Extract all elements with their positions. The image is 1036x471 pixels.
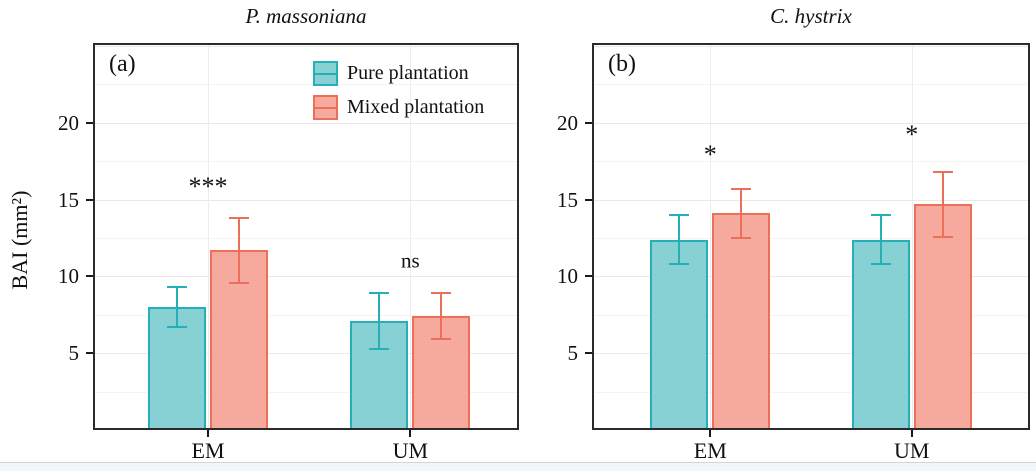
y-tick-label: 5 <box>68 341 80 366</box>
gridline-minor <box>93 391 519 393</box>
bar-mixed-EM <box>712 213 771 430</box>
error-bar-cap-top <box>229 217 250 220</box>
error-bar-line-pure-UM <box>378 293 381 349</box>
significance-label-EM: * <box>703 140 717 170</box>
y-tick-label: 20 <box>557 110 578 135</box>
gridline-major <box>592 46 1030 48</box>
error-bar-line-pure-EM <box>678 215 681 265</box>
error-bar-line-mixed-EM <box>740 188 743 239</box>
x-axis-tick <box>910 430 913 437</box>
gridline-minor <box>93 84 519 86</box>
error-bar-line-pure-UM <box>879 215 882 265</box>
significance-label-UM: * <box>905 120 919 150</box>
y-axis-tick <box>86 352 93 355</box>
y-axis-tick <box>585 275 592 278</box>
gridline-minor <box>93 314 519 316</box>
gridline-vertical-EM <box>710 43 712 430</box>
gridline-minor <box>93 238 519 240</box>
gridline-major <box>93 353 519 355</box>
error-bar-cap-top <box>167 286 188 289</box>
gridline-minor <box>592 314 1030 316</box>
panel-a-plot-area: (a) *** ns <box>93 43 519 430</box>
pure-plantation-swatch-icon <box>313 61 338 86</box>
gridline-major <box>93 46 519 48</box>
error-bar-cap-top <box>369 292 390 295</box>
error-bar-cap-bottom <box>870 263 891 266</box>
error-bar-cap-bottom <box>669 263 690 266</box>
legend-label-mixed: Mixed plantation <box>347 96 485 118</box>
mixed-plantation-swatch-icon <box>313 95 338 120</box>
y-axis-tick <box>585 121 592 124</box>
panel-a-letter: (a) <box>109 51 136 77</box>
gridline-minor <box>592 161 1030 163</box>
error-bar-cap-bottom <box>431 338 452 341</box>
error-bar-line-mixed-UM <box>440 293 443 340</box>
panel-b-title: C. hystrix <box>770 4 852 28</box>
error-bar-cap-bottom <box>229 281 250 284</box>
legend-item-pure-plantation: Pure plantation <box>313 61 484 86</box>
gridline-major <box>592 199 1030 201</box>
gridline-major <box>592 353 1030 355</box>
bar-pure-EM <box>650 239 709 430</box>
y-tick-label: 20 <box>58 110 79 135</box>
legend: Pure plantation Mixed plantation <box>313 61 484 129</box>
x-tick-label-UM: UM <box>392 438 429 463</box>
gridline-minor <box>93 161 519 163</box>
y-tick-label: 5 <box>567 341 579 366</box>
gridline-vertical-UM <box>911 43 913 430</box>
x-axis-tick <box>409 430 412 437</box>
y-axis-tick <box>585 352 592 355</box>
gridline-major <box>592 276 1030 278</box>
error-bar-cap-bottom <box>731 237 752 240</box>
gridline-major <box>93 199 519 201</box>
significance-label-EM: *** <box>188 172 228 202</box>
error-bar-cap-bottom <box>167 326 188 329</box>
error-bar-line-mixed-EM <box>238 218 241 283</box>
x-axis-tick <box>207 430 210 437</box>
y-axis-tick <box>86 198 93 201</box>
error-bar-cap-bottom <box>932 235 953 238</box>
error-bar-cap-top <box>431 292 452 295</box>
panel-b-plot-area: (b) * * <box>592 43 1030 430</box>
bar-mixed-UM <box>913 204 972 430</box>
error-bar-line-pure-EM <box>176 287 179 328</box>
y-axis-tick <box>585 198 592 201</box>
gridline-major <box>93 276 519 278</box>
error-bar-cap-top <box>731 187 752 190</box>
gridline-minor <box>592 238 1030 240</box>
bottom-edge-strip <box>0 462 1036 471</box>
gridline-major <box>93 122 519 124</box>
panel-b-letter: (b) <box>608 51 636 77</box>
x-tick-label-EM: EM <box>693 438 727 463</box>
y-tick-label: 15 <box>557 187 578 212</box>
x-tick-label-EM: EM <box>191 438 225 463</box>
gridline-minor <box>592 84 1030 86</box>
y-axis-tick <box>86 275 93 278</box>
gridline-vertical-UM <box>410 43 412 430</box>
y-tick-label: 10 <box>58 264 79 289</box>
error-bar-cap-top <box>932 171 953 173</box>
gridline-minor <box>592 391 1030 393</box>
significance-label-UM: ns <box>401 248 420 273</box>
panel-a-title: P. massoniana <box>245 4 367 28</box>
y-tick-label: 15 <box>58 187 79 212</box>
error-bar-cap-bottom <box>369 347 390 350</box>
y-axis-label: BAI (mm²) <box>7 190 32 290</box>
gridline-major <box>592 122 1030 124</box>
y-axis-tick <box>86 121 93 124</box>
gridline-vertical-EM <box>208 43 210 430</box>
y-tick-label: 10 <box>557 264 578 289</box>
x-axis-tick <box>709 430 712 437</box>
bar-pure-UM <box>851 239 910 430</box>
error-bar-cap-top <box>669 214 690 216</box>
x-tick-label-UM: UM <box>894 438 930 463</box>
error-bar-cap-top <box>870 214 891 216</box>
legend-item-mixed-plantation: Mixed plantation <box>313 95 484 120</box>
error-bar-line-mixed-UM <box>941 172 944 237</box>
legend-label-pure: Pure plantation <box>347 62 469 84</box>
